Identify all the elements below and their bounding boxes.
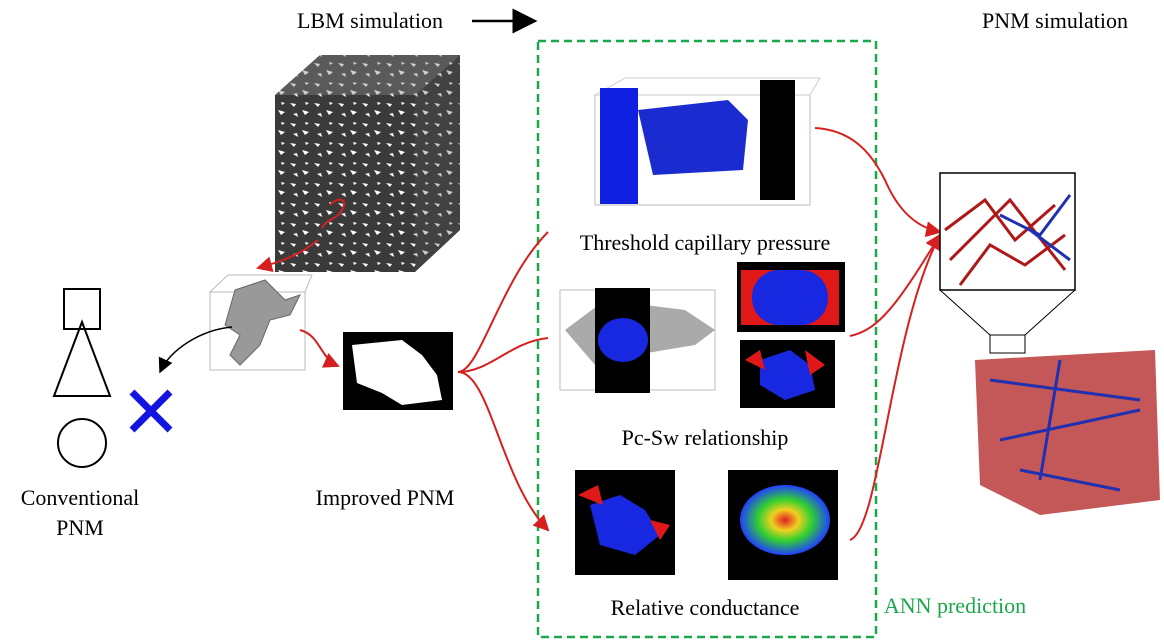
pcsw-image: [560, 262, 845, 408]
threshold-image: [595, 78, 820, 205]
panel-label: Pc-Sw relationship: [560, 423, 850, 453]
header-right: PNM simulation: [982, 8, 1128, 33]
header-left: LBM simulation: [297, 8, 443, 33]
diagram: LBM simulation PNM simulation: [0, 0, 1164, 643]
panel-label: Relative conductance: [560, 593, 850, 623]
conductance-image: [575, 470, 838, 580]
rock-cube: [275, 55, 460, 272]
improved-label: Improved PNM: [295, 483, 475, 513]
network-image: [940, 173, 1160, 515]
ann-label: ANN prediction: [880, 591, 1030, 621]
conventional-label: Conventional PNM: [0, 483, 160, 543]
diagram-canvas: LBM simulation PNM simulation: [0, 0, 1164, 643]
panel-label: Threshold capillary pressure: [560, 228, 850, 258]
pore-cube: [210, 275, 312, 370]
